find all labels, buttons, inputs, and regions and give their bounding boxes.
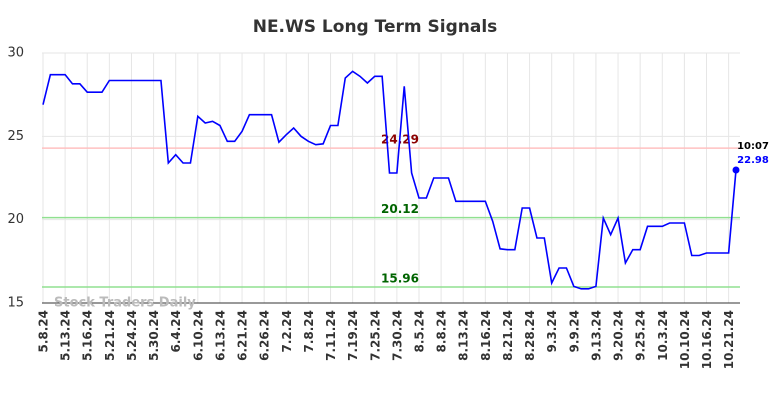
x-tick-label: 8.16.24	[479, 310, 493, 361]
x-tick-label: 6.13.24	[213, 310, 227, 361]
chart-title: NE.WS Long Term Signals	[253, 17, 498, 37]
x-tick-label: 8.13.24	[457, 310, 471, 361]
y-tick-label: 25	[7, 129, 24, 144]
annotation-time: 10:07	[737, 141, 769, 152]
x-tick-label: 10.21.24	[722, 310, 736, 369]
annotation-value: 22.98	[737, 155, 769, 166]
x-tick-label: 7.11.24	[324, 310, 338, 361]
last-point	[732, 166, 740, 174]
line-series	[42, 70, 737, 290]
x-tick-label: 9.13.24	[589, 310, 603, 361]
reference-label: 20.12	[381, 202, 419, 216]
x-tick-label: 8.28.24	[523, 310, 537, 361]
x-tick-label: 9.20.24	[612, 310, 626, 361]
y-tick-label: 30	[7, 46, 24, 61]
x-tick-label: 9.25.24	[634, 310, 648, 361]
x-tick-label: 8.21.24	[501, 310, 515, 361]
x-tick-label: 10.16.24	[700, 310, 714, 369]
x-tick-label: 7.30.24	[390, 310, 404, 361]
x-tick-label: 7.19.24	[346, 310, 360, 361]
x-tick-label: 5.21.24	[103, 310, 117, 361]
x-tick-label: 10.10.24	[678, 310, 692, 369]
x-tick-label: 7.2.24	[280, 310, 294, 353]
x-tick-label: 7.25.24	[368, 310, 382, 361]
x-tick-label: 9.9.24	[567, 310, 581, 353]
x-tick-label: 8.8.24	[435, 310, 449, 353]
x-tick-label: 7.8.24	[302, 310, 316, 353]
x-tick-label: 8.5.24	[412, 310, 426, 353]
x-tick-label: 6.4.24	[169, 310, 183, 353]
x-tick-label: 9.3.24	[545, 310, 559, 353]
x-tick-label: 5.30.24	[147, 310, 161, 361]
x-tick-label: 5.8.24	[37, 310, 51, 353]
y-tick-label: 20	[7, 212, 24, 227]
x-tick-label: 5.16.24	[81, 310, 95, 361]
x-tick-label: 6.26.24	[258, 310, 272, 361]
watermark: Stock Traders Daily	[54, 296, 196, 311]
y-tick-label: 15	[7, 296, 24, 311]
x-tick-label: 5.13.24	[59, 310, 73, 361]
reference-label: 15.96	[381, 272, 419, 286]
x-tick-label: 6.21.24	[236, 310, 250, 361]
x-tick-label: 10.3.24	[656, 310, 670, 361]
x-tick-label: 5.24.24	[125, 310, 139, 361]
x-tick-label: 6.10.24	[191, 310, 205, 361]
